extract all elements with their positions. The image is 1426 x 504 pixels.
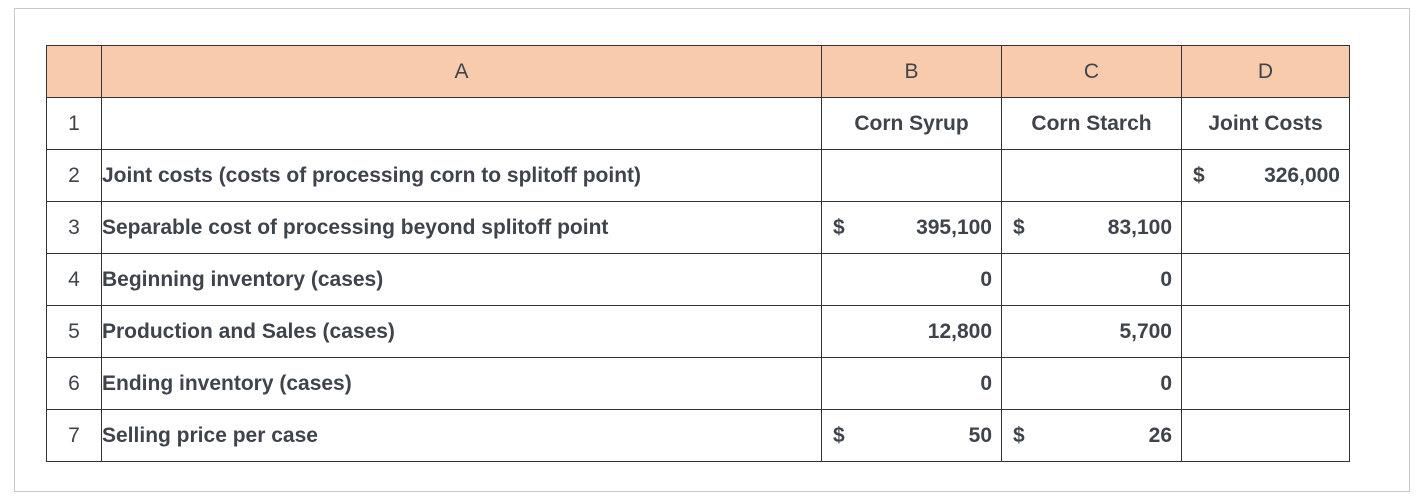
cell-b2[interactable] (821, 149, 1002, 202)
table-row: 2 Joint costs (costs of processing corn … (46, 149, 1350, 202)
cell-b7[interactable]: $50 (821, 409, 1002, 462)
cell-d3[interactable] (1181, 201, 1350, 254)
cell-b4[interactable]: 0 (821, 253, 1002, 306)
worksheet-panel: A B C D 1 Corn Syrup Corn Starch Joint C… (14, 8, 1410, 492)
cell-b3[interactable]: $395,100 (821, 201, 1002, 254)
column-header-a[interactable]: A (101, 45, 822, 98)
cell-c3[interactable]: $83,100 (1001, 201, 1182, 254)
row-header-3[interactable]: 3 (46, 201, 102, 254)
column-header-c[interactable]: C (1001, 45, 1182, 98)
column-header-b[interactable]: B (821, 45, 1002, 98)
row-header-4[interactable]: 4 (46, 253, 102, 306)
column-header-d[interactable]: D (1181, 45, 1350, 98)
cell-b5[interactable]: 12,800 (821, 305, 1002, 358)
row-header-1[interactable]: 1 (46, 97, 102, 150)
cell-a4[interactable]: Beginning inventory (cases) (101, 253, 822, 306)
table-row: 5 Production and Sales (cases) 12,800 5,… (46, 305, 1350, 358)
spreadsheet-table: A B C D 1 Corn Syrup Corn Starch Joint C… (46, 45, 1350, 462)
cell-d7[interactable] (1181, 409, 1350, 462)
cell-d5[interactable] (1181, 305, 1350, 358)
corner-cell[interactable] (46, 45, 102, 98)
currency-symbol: $ (1013, 423, 1025, 447)
cell-d1[interactable]: Joint Costs (1181, 97, 1350, 150)
currency-symbol: $ (833, 423, 845, 447)
row-header-5[interactable]: 5 (46, 305, 102, 358)
cell-b6[interactable]: 0 (821, 357, 1002, 410)
table-row: 7 Selling price per case $50 $26 (46, 409, 1350, 462)
table-row: 6 Ending inventory (cases) 0 0 (46, 357, 1350, 410)
cell-a1[interactable] (101, 97, 822, 150)
cell-a6[interactable]: Ending inventory (cases) (101, 357, 822, 410)
cell-c1[interactable]: Corn Starch (1001, 97, 1182, 150)
cell-c7[interactable]: $26 (1001, 409, 1182, 462)
row-header-7[interactable]: 7 (46, 409, 102, 462)
cell-d2[interactable]: $326,000 (1181, 149, 1350, 202)
cell-d4[interactable] (1181, 253, 1350, 306)
currency-symbol: $ (1013, 215, 1025, 239)
currency-symbol: $ (1193, 163, 1205, 187)
column-header-row: A B C D (46, 45, 1350, 98)
cell-d6[interactable] (1181, 357, 1350, 410)
row-header-2[interactable]: 2 (46, 149, 102, 202)
cell-c6[interactable]: 0 (1001, 357, 1182, 410)
currency-symbol: $ (833, 215, 845, 239)
cell-c4[interactable]: 0 (1001, 253, 1182, 306)
cell-c5[interactable]: 5,700 (1001, 305, 1182, 358)
table-row: 4 Beginning inventory (cases) 0 0 (46, 253, 1350, 306)
cell-a7[interactable]: Selling price per case (101, 409, 822, 462)
table-row: 1 Corn Syrup Corn Starch Joint Costs (46, 97, 1350, 150)
cell-a2[interactable]: Joint costs (costs of processing corn to… (101, 149, 822, 202)
table-row: 3 Separable cost of processing beyond sp… (46, 201, 1350, 254)
cell-a3[interactable]: Separable cost of processing beyond spli… (101, 201, 822, 254)
row-header-6[interactable]: 6 (46, 357, 102, 410)
cell-a5[interactable]: Production and Sales (cases) (101, 305, 822, 358)
cell-c2[interactable] (1001, 149, 1182, 202)
cell-b1[interactable]: Corn Syrup (821, 97, 1002, 150)
